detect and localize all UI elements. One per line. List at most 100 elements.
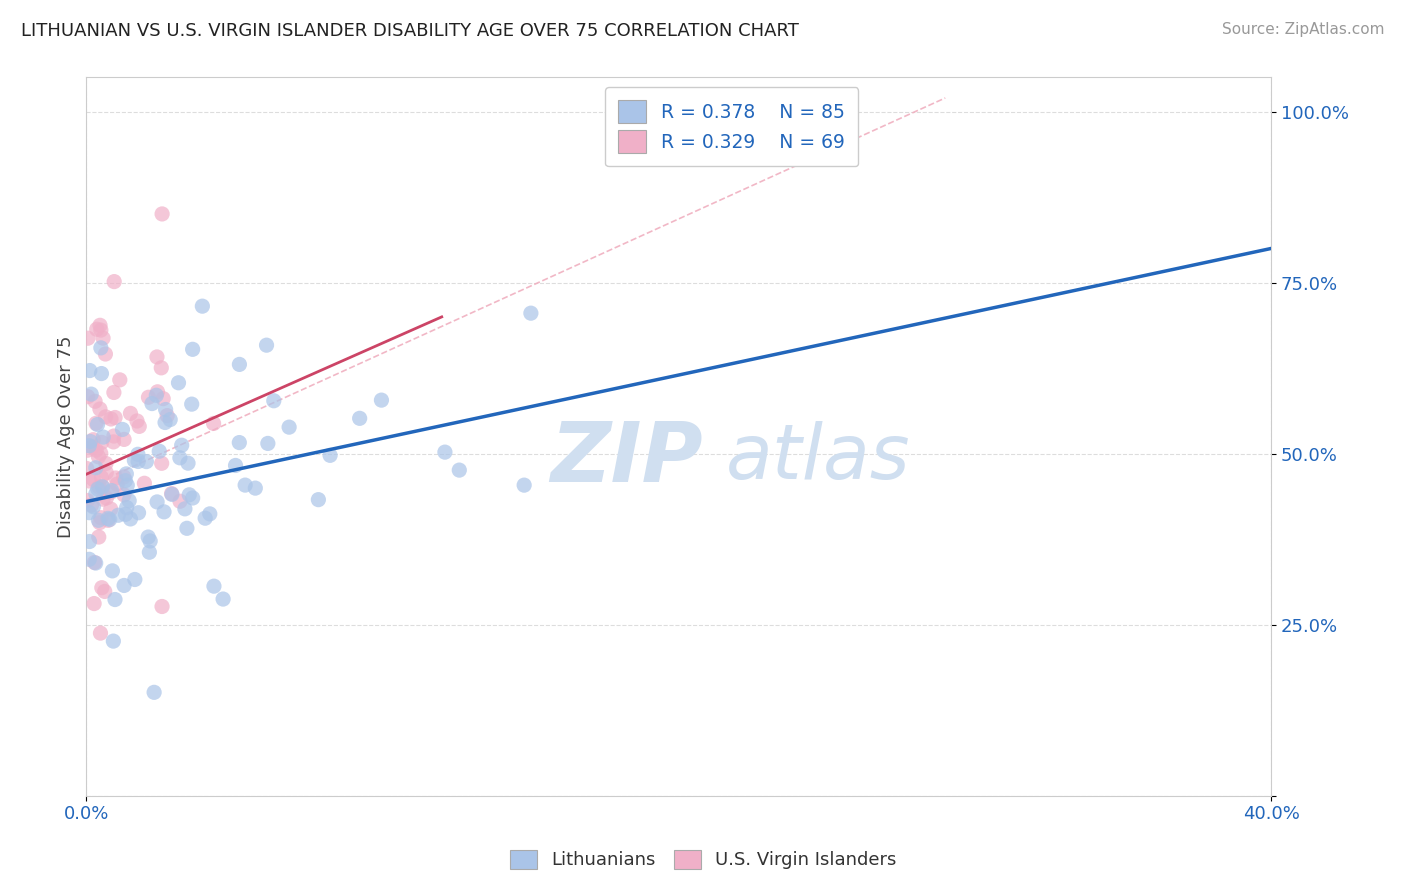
Point [125, 414, 148, 428]
Point [202, 417, 225, 431]
Point [76, 443, 98, 458]
Point [139, 533, 162, 548]
Point [179, 488, 201, 502]
Point [86, 417, 108, 432]
Point [120, 512, 142, 526]
Point [91, 480, 114, 494]
Point [513, 478, 536, 492]
Point [170, 438, 193, 452]
Point [84, 460, 107, 475]
Point [101, 564, 124, 578]
Point [97, 513, 120, 527]
Point [256, 338, 278, 352]
Point [128, 419, 150, 434]
Point [180, 397, 202, 411]
Point [174, 501, 197, 516]
Point [146, 384, 169, 399]
Point [167, 376, 190, 390]
Point [127, 454, 149, 468]
Point [225, 458, 247, 473]
Point [97, 511, 120, 525]
Point [79, 434, 101, 449]
Point [90, 470, 112, 484]
Point [349, 411, 371, 425]
Point [150, 207, 173, 221]
Point [103, 385, 125, 400]
Point [112, 433, 135, 447]
Point [79, 474, 101, 488]
Point [141, 396, 163, 410]
Point [90, 323, 112, 337]
Point [160, 487, 183, 501]
Point [87, 513, 110, 527]
Point [82, 440, 104, 454]
Text: LITHUANIAN VS U.S. VIRGIN ISLANDER DISABILITY AGE OVER 75 CORRELATION CHART: LITHUANIAN VS U.S. VIRGIN ISLANDER DISAB… [21, 22, 799, 40]
Point [155, 402, 177, 417]
Y-axis label: Disability Age Over 75: Disability Age Over 75 [58, 335, 75, 538]
Point [77, 552, 100, 566]
Point [100, 485, 122, 500]
Point [82, 500, 104, 514]
Point [278, 420, 301, 434]
Point [96, 491, 118, 505]
Legend: R = 0.378    N = 85, R = 0.329    N = 69: R = 0.378 N = 85, R = 0.329 N = 69 [605, 87, 859, 166]
Point [181, 491, 204, 505]
Point [138, 390, 160, 404]
Point [191, 299, 214, 313]
Text: atlas: atlas [725, 421, 911, 495]
Point [124, 453, 146, 467]
Point [169, 494, 191, 508]
Point [100, 412, 122, 426]
Point [84, 394, 107, 409]
Point [90, 367, 112, 381]
Point [181, 343, 204, 357]
Point [114, 508, 136, 522]
Point [87, 530, 110, 544]
Point [263, 393, 285, 408]
Point [228, 435, 250, 450]
Point [120, 406, 142, 420]
Point [115, 467, 138, 481]
Text: ZIP: ZIP [550, 417, 703, 499]
Point [100, 483, 122, 498]
Point [150, 360, 173, 375]
Point [87, 480, 110, 494]
Point [370, 393, 392, 408]
Point [86, 322, 108, 336]
Point [107, 508, 129, 523]
Point [94, 457, 117, 471]
Point [91, 480, 114, 494]
Point [148, 444, 170, 458]
Point [100, 502, 122, 516]
Point [104, 471, 127, 485]
Point [233, 478, 256, 492]
Point [146, 350, 169, 364]
Point [127, 447, 149, 461]
Point [89, 402, 111, 417]
Point [93, 584, 115, 599]
Point [202, 579, 225, 593]
Point [90, 435, 112, 450]
Point [84, 556, 107, 570]
Point [156, 409, 179, 423]
Point [134, 476, 156, 491]
Point [136, 530, 159, 544]
Point [138, 545, 160, 559]
Point [89, 626, 111, 640]
Point [84, 443, 107, 458]
Legend: Lithuanians, U.S. Virgin Islanders: Lithuanians, U.S. Virgin Islanders [501, 841, 905, 879]
Point [79, 534, 101, 549]
Point [118, 493, 141, 508]
Point [98, 512, 121, 526]
Point [105, 477, 128, 491]
Point [89, 516, 111, 530]
Point [319, 448, 342, 462]
Point [103, 434, 125, 449]
Point [84, 487, 107, 501]
Point [160, 486, 183, 500]
Point [83, 556, 105, 570]
Point [96, 466, 118, 480]
Point [103, 429, 125, 443]
Point [145, 388, 167, 402]
Point [117, 478, 139, 492]
